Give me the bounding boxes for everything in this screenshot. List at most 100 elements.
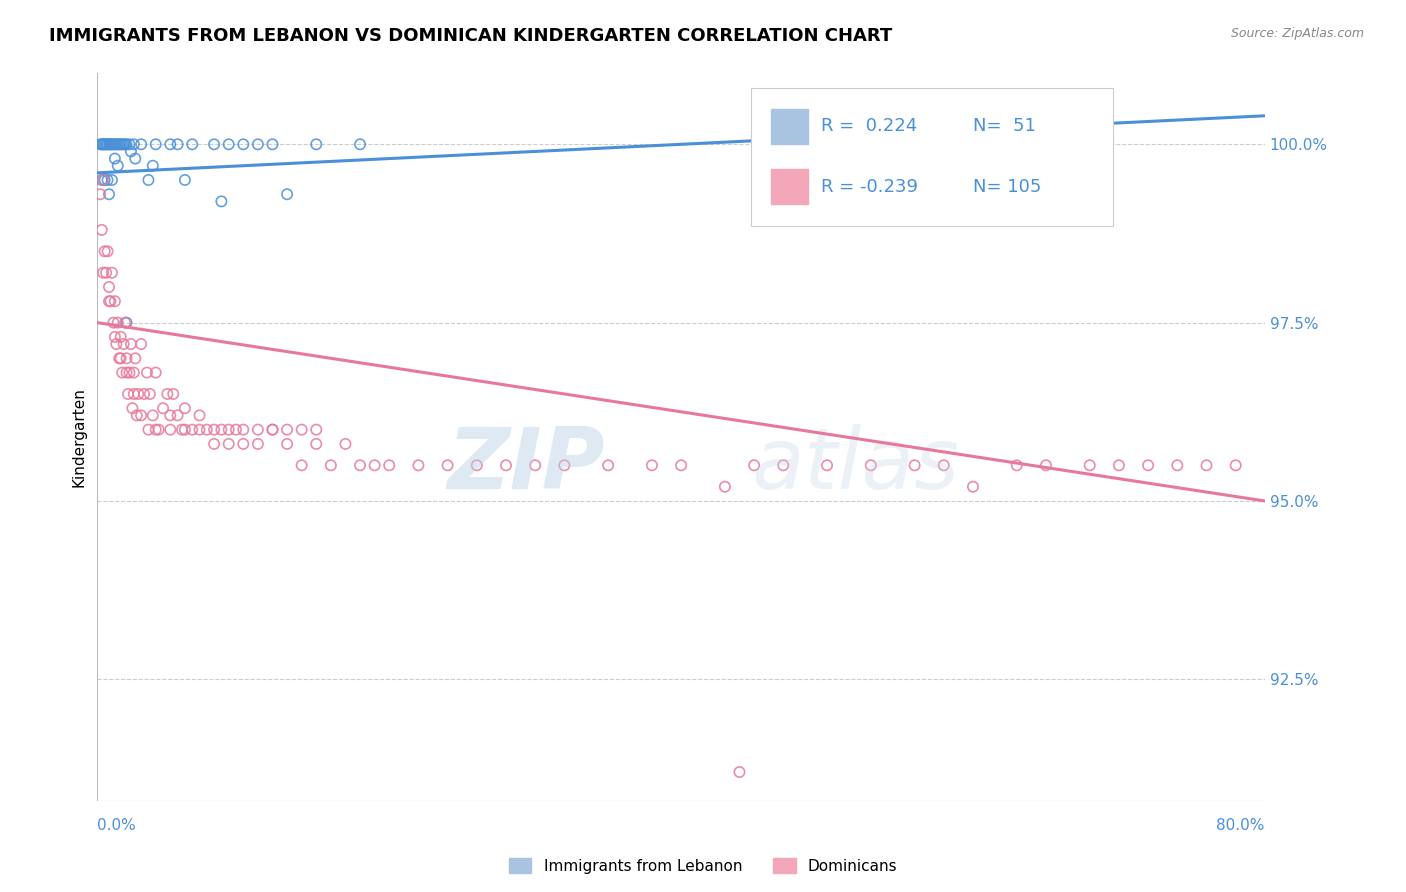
Point xyxy=(132,387,155,401)
Point xyxy=(962,480,984,494)
Point xyxy=(125,409,148,423)
Point xyxy=(138,173,160,187)
Point xyxy=(145,366,167,380)
Point xyxy=(93,173,115,187)
Point xyxy=(101,137,124,152)
Point xyxy=(98,187,121,202)
Point xyxy=(305,137,328,152)
FancyBboxPatch shape xyxy=(751,87,1114,226)
Point xyxy=(335,437,357,451)
Text: 80.0%: 80.0% xyxy=(1216,818,1265,833)
Point xyxy=(904,458,927,473)
Point xyxy=(111,137,134,152)
Point xyxy=(91,137,114,152)
Point xyxy=(107,159,129,173)
Point xyxy=(104,152,127,166)
Text: 0.0%: 0.0% xyxy=(97,818,136,833)
Point xyxy=(115,351,138,366)
Point xyxy=(97,173,120,187)
Point xyxy=(209,194,232,209)
Point xyxy=(1166,458,1188,473)
Text: N= 105: N= 105 xyxy=(973,178,1042,196)
Point xyxy=(276,437,298,451)
Point xyxy=(218,437,240,451)
Point xyxy=(114,316,136,330)
Point xyxy=(94,266,117,280)
Point xyxy=(181,423,204,437)
Point xyxy=(1108,458,1130,473)
Point xyxy=(136,366,159,380)
Point xyxy=(129,409,152,423)
Point xyxy=(103,137,125,152)
Point xyxy=(174,173,197,187)
Point xyxy=(104,330,127,344)
Point xyxy=(105,337,128,351)
Text: R = -0.239: R = -0.239 xyxy=(821,178,918,196)
Point xyxy=(181,137,204,152)
Legend: Immigrants from Lebanon, Dominicans: Immigrants from Lebanon, Dominicans xyxy=(502,852,904,880)
Point xyxy=(225,423,247,437)
Point xyxy=(107,137,129,152)
Point xyxy=(188,409,211,423)
Point xyxy=(103,316,125,330)
Point xyxy=(94,137,117,152)
Text: N=  51: N= 51 xyxy=(973,117,1036,135)
Point xyxy=(142,409,165,423)
Point xyxy=(159,137,181,152)
Point xyxy=(97,137,120,152)
Point xyxy=(90,223,112,237)
Bar xyxy=(770,109,808,144)
Point xyxy=(276,423,298,437)
Point xyxy=(142,159,165,173)
Point xyxy=(156,387,179,401)
Point xyxy=(148,423,170,437)
Point xyxy=(598,458,620,473)
Point xyxy=(100,294,122,309)
Point xyxy=(110,137,132,152)
Text: R =  0.224: R = 0.224 xyxy=(821,117,918,135)
Point xyxy=(276,187,298,202)
Point xyxy=(105,137,128,152)
Point xyxy=(174,423,197,437)
Point xyxy=(495,458,517,473)
Point xyxy=(115,366,138,380)
Point xyxy=(93,244,115,259)
Point xyxy=(90,137,112,152)
Point xyxy=(195,423,218,437)
Point xyxy=(127,387,149,401)
Point xyxy=(101,173,124,187)
Point xyxy=(120,337,142,351)
Point xyxy=(93,137,115,152)
Point xyxy=(110,330,132,344)
Point xyxy=(1005,458,1028,473)
Point xyxy=(100,137,122,152)
Point xyxy=(94,137,117,152)
Point xyxy=(1078,458,1101,473)
Point xyxy=(436,458,458,473)
Point xyxy=(218,423,240,437)
Point xyxy=(162,387,184,401)
Point xyxy=(98,294,121,309)
Point xyxy=(1195,458,1218,473)
Point xyxy=(232,137,254,152)
Point xyxy=(262,423,284,437)
Point xyxy=(246,423,269,437)
Point xyxy=(97,244,120,259)
Point xyxy=(553,458,575,473)
Point xyxy=(232,423,254,437)
Point xyxy=(122,387,145,401)
Point xyxy=(101,266,124,280)
Point xyxy=(112,137,135,152)
Point xyxy=(98,280,121,294)
Point xyxy=(742,458,765,473)
Text: Source: ZipAtlas.com: Source: ZipAtlas.com xyxy=(1230,27,1364,40)
Point xyxy=(108,351,131,366)
Point xyxy=(121,401,143,416)
Point xyxy=(166,137,188,152)
Point xyxy=(349,137,371,152)
Point xyxy=(1225,458,1247,473)
Point xyxy=(728,765,751,780)
Point xyxy=(188,423,211,437)
Point xyxy=(202,423,225,437)
Point xyxy=(246,437,269,451)
